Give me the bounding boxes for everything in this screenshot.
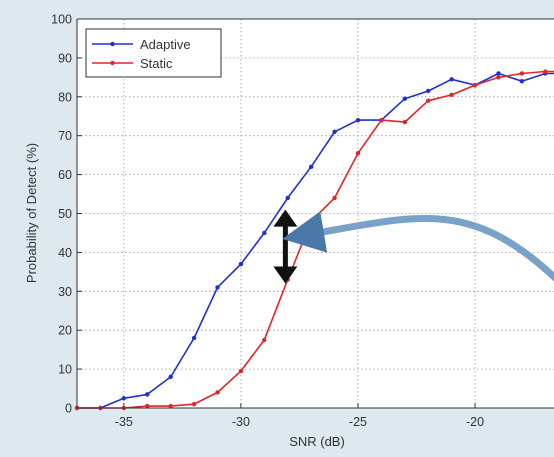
x-tick-label: -35 xyxy=(115,415,133,429)
data-point-adaptive xyxy=(285,195,290,201)
legend-label-adaptive: Adaptive xyxy=(140,37,191,52)
y-tick-label: 40 xyxy=(58,246,72,260)
series-line-static xyxy=(77,70,554,409)
data-point-adaptive xyxy=(449,77,454,82)
data-point-adaptive xyxy=(308,164,314,170)
x-axis-label: SNR (dB) xyxy=(289,434,345,449)
y-tick-label: 10 xyxy=(58,363,72,377)
legend-marker-static xyxy=(110,60,115,66)
data-point-static xyxy=(191,401,197,407)
y-axis-label: Probability of Detect (%) xyxy=(24,143,39,283)
annotations xyxy=(273,209,554,284)
data-point-adaptive xyxy=(426,88,431,94)
series-line-adaptive xyxy=(77,72,554,409)
data-point-adaptive xyxy=(238,261,244,267)
data-point-static xyxy=(449,92,454,98)
data-point-static xyxy=(402,119,408,125)
data-point-adaptive xyxy=(121,396,127,401)
data-point-static xyxy=(145,403,150,409)
data-point-static xyxy=(379,117,384,123)
data-point-adaptive xyxy=(402,96,408,101)
data-point-static xyxy=(472,82,478,88)
data-point-static xyxy=(262,337,267,343)
y-tick-label: 20 xyxy=(58,324,72,338)
gap-arrow-head-down xyxy=(273,266,298,284)
data-point-adaptive xyxy=(215,285,220,290)
data-point-adaptive xyxy=(332,129,337,135)
x-tick-label: -20 xyxy=(466,415,484,429)
data-point-static xyxy=(308,219,314,224)
y-tick-label: 50 xyxy=(58,207,72,221)
y-tick-label: 90 xyxy=(58,51,72,65)
series-lines xyxy=(74,69,554,411)
legend-box xyxy=(85,28,222,78)
data-point-static xyxy=(215,390,220,395)
data-point-static xyxy=(519,71,525,76)
y-tick-label: 80 xyxy=(58,90,72,104)
data-point-adaptive xyxy=(168,374,173,380)
y-tick-label: 0 xyxy=(65,402,72,416)
data-point-static xyxy=(355,151,361,156)
x-tick-label: -30 xyxy=(232,415,250,429)
data-point-static xyxy=(332,195,337,201)
x-tick-label: -25 xyxy=(349,415,367,429)
legend-marker-adaptive xyxy=(110,41,115,47)
y-tick-label: 100 xyxy=(51,13,72,27)
callout-arrow xyxy=(282,211,554,282)
y-tick-label: 30 xyxy=(58,285,72,299)
data-point-static xyxy=(426,98,431,103)
data-point-adaptive xyxy=(191,335,197,341)
data-point-static xyxy=(496,75,501,80)
tick-labels: 0 10 20 30 40 50 60 70 80 90 100 -35 -30 -25 -20 xyxy=(51,13,484,430)
y-tick-label: 70 xyxy=(58,129,72,143)
data-point-adaptive xyxy=(145,392,150,397)
data-point-adaptive xyxy=(262,230,267,236)
data-point-adaptive xyxy=(496,71,501,76)
data-point-static xyxy=(168,403,173,409)
data-point-adaptive xyxy=(519,79,525,84)
legend: Adaptive Static xyxy=(85,28,222,78)
data-point-static xyxy=(238,368,244,374)
y-tick-label: 60 xyxy=(58,168,72,182)
legend-label-static: Static xyxy=(140,56,173,71)
data-point-static xyxy=(543,69,548,74)
data-point-adaptive xyxy=(355,117,361,123)
